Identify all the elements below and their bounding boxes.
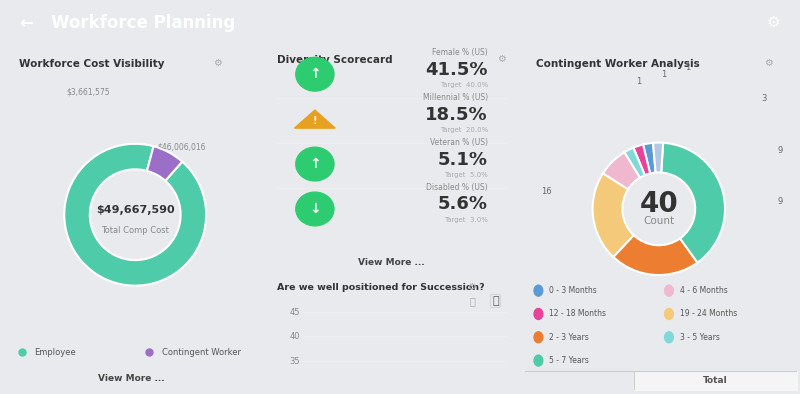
- Circle shape: [534, 332, 542, 343]
- Text: $49,667,590: $49,667,590: [96, 206, 174, 216]
- Circle shape: [296, 147, 334, 181]
- Text: ↑: ↑: [309, 157, 321, 171]
- Text: Total: Total: [703, 376, 727, 385]
- Text: 18.5%: 18.5%: [426, 106, 488, 124]
- Text: 41.5%: 41.5%: [426, 61, 488, 79]
- Text: ↓: ↓: [309, 202, 321, 216]
- Text: 0 - 3 Months: 0 - 3 Months: [550, 286, 597, 295]
- Text: 3: 3: [762, 94, 767, 103]
- Text: 5.6%: 5.6%: [438, 195, 488, 214]
- Text: 4 - 6 Months: 4 - 6 Months: [680, 286, 727, 295]
- Text: View More ...: View More ...: [98, 374, 165, 383]
- Text: $46,006,016: $46,006,016: [158, 142, 206, 151]
- Text: ⚙: ⚙: [497, 54, 506, 64]
- Text: Contingent Worker: Contingent Worker: [162, 348, 241, 357]
- Text: Veteran % (US): Veteran % (US): [430, 138, 488, 147]
- Text: Total Comp Cost: Total Comp Cost: [102, 226, 169, 235]
- Circle shape: [534, 285, 542, 296]
- Text: Female % (US): Female % (US): [432, 48, 488, 58]
- Text: 5 - 7 Years: 5 - 7 Years: [550, 356, 589, 365]
- Circle shape: [296, 192, 334, 226]
- Text: Count: Count: [643, 216, 674, 226]
- Wedge shape: [593, 173, 634, 257]
- Text: 2 - 3 Years: 2 - 3 Years: [550, 333, 589, 342]
- Text: 19 - 24 Months: 19 - 24 Months: [680, 309, 737, 318]
- Wedge shape: [653, 143, 663, 173]
- Text: Target  3.0%: Target 3.0%: [444, 217, 488, 223]
- Text: Target  20.0%: Target 20.0%: [440, 127, 488, 134]
- Text: ←   Workforce Planning: ← Workforce Planning: [20, 14, 235, 32]
- Text: 🔍: 🔍: [492, 296, 499, 306]
- Circle shape: [534, 309, 542, 320]
- Circle shape: [665, 332, 674, 343]
- Text: 1: 1: [661, 70, 666, 79]
- Text: 9: 9: [778, 146, 783, 154]
- Wedge shape: [643, 143, 656, 173]
- Text: Disabled % (US): Disabled % (US): [426, 183, 488, 192]
- Text: Employee: Employee: [34, 348, 76, 357]
- Circle shape: [534, 355, 542, 366]
- Text: Workforce Cost Visibility: Workforce Cost Visibility: [19, 59, 165, 69]
- Text: View More ...: View More ...: [358, 258, 425, 268]
- Wedge shape: [614, 235, 698, 275]
- Text: 35: 35: [290, 357, 300, 366]
- Text: 1: 1: [637, 77, 642, 86]
- Circle shape: [665, 285, 674, 296]
- Text: Target  40.0%: Target 40.0%: [440, 82, 488, 89]
- Text: 5.1%: 5.1%: [438, 151, 488, 169]
- Text: ⚙: ⚙: [467, 282, 476, 292]
- Text: 45: 45: [290, 308, 300, 317]
- Wedge shape: [662, 143, 725, 262]
- Wedge shape: [624, 148, 645, 178]
- Text: Millennial % (US): Millennial % (US): [422, 93, 488, 102]
- Text: ⚙: ⚙: [213, 58, 222, 67]
- Text: 16: 16: [542, 187, 552, 196]
- Text: 9: 9: [778, 197, 783, 206]
- Text: ↑: ↑: [309, 67, 321, 81]
- Text: Diversity Scorecard: Diversity Scorecard: [277, 55, 392, 65]
- Text: !: !: [313, 116, 317, 126]
- Text: 1: 1: [686, 63, 690, 72]
- Circle shape: [665, 309, 674, 320]
- Circle shape: [296, 58, 334, 91]
- Wedge shape: [64, 144, 206, 286]
- Text: Are we well positioned for Succession?: Are we well positioned for Succession?: [277, 282, 484, 292]
- Text: Contingent Worker Analysis: Contingent Worker Analysis: [536, 59, 699, 69]
- Text: ⚙: ⚙: [766, 15, 780, 30]
- Wedge shape: [147, 146, 182, 181]
- Text: 12 - 18 Months: 12 - 18 Months: [550, 309, 606, 318]
- Wedge shape: [603, 152, 640, 190]
- Text: 3 - 5 Years: 3 - 5 Years: [680, 333, 720, 342]
- Text: ⚙: ⚙: [764, 58, 773, 67]
- Text: 🔍: 🔍: [470, 296, 475, 306]
- Text: 40: 40: [290, 332, 300, 341]
- Text: $3,661,575: $3,661,575: [66, 87, 110, 97]
- Polygon shape: [294, 110, 335, 128]
- Text: Target  5.0%: Target 5.0%: [444, 172, 488, 178]
- Text: 40: 40: [639, 190, 678, 217]
- Wedge shape: [634, 145, 650, 175]
